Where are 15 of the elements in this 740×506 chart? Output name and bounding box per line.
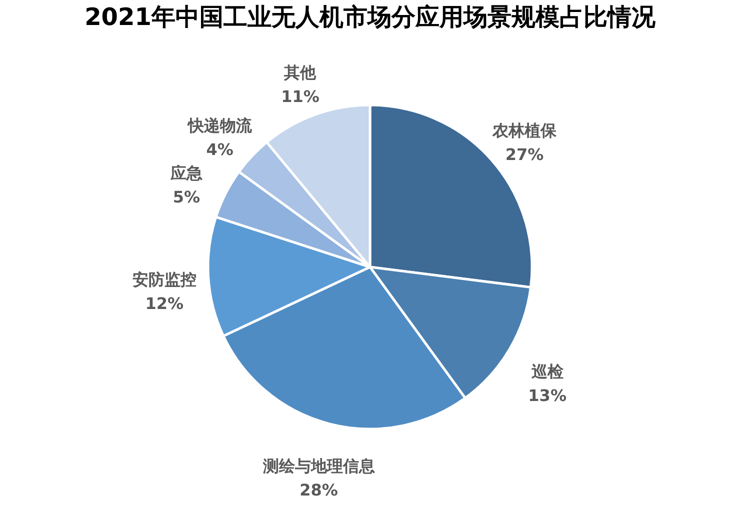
- data-label: 27%: [505, 144, 544, 164]
- slice-label: 巡检: [530, 362, 564, 381]
- data-label: 12%: [145, 294, 184, 313]
- slice-label: 应急: [169, 163, 204, 182]
- chart-title: 2021年中国工业无人机市场分应用场景规模占比情况: [84, 3, 656, 31]
- data-label: 5%: [172, 187, 200, 206]
- slice-label: 农林植保: [492, 120, 558, 140]
- data-label: 28%: [300, 480, 338, 500]
- slice-label: 快递物流: [186, 116, 253, 135]
- slice-label: 其他: [283, 63, 318, 82]
- data-label: 11%: [281, 87, 320, 106]
- data-label: 4%: [206, 140, 234, 159]
- slice-label: 安防监控: [132, 270, 196, 289]
- slice-label: 测绘与地理信息: [262, 456, 376, 476]
- data-label: 13%: [528, 386, 566, 405]
